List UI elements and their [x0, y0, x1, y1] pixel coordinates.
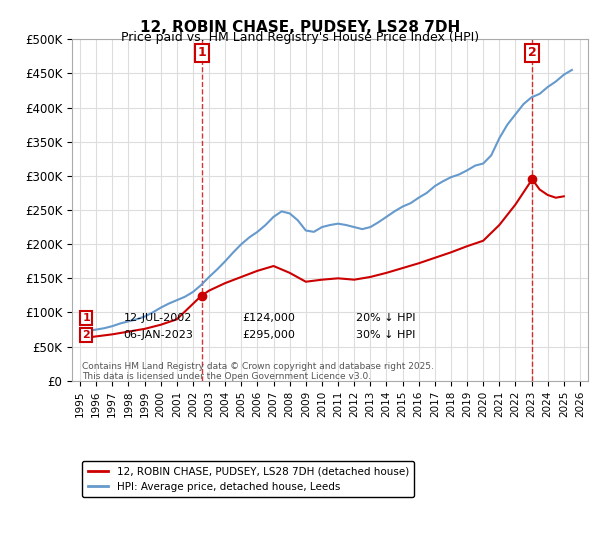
- Text: £124,000: £124,000: [242, 313, 295, 323]
- Text: 20% ↓ HPI: 20% ↓ HPI: [356, 313, 415, 323]
- Text: 1: 1: [197, 46, 206, 59]
- Text: 12, ROBIN CHASE, PUDSEY, LS28 7DH: 12, ROBIN CHASE, PUDSEY, LS28 7DH: [140, 20, 460, 35]
- Text: Contains HM Land Registry data © Crown copyright and database right 2025.
This d: Contains HM Land Registry data © Crown c…: [82, 362, 434, 381]
- Text: 06-JAN-2023: 06-JAN-2023: [124, 330, 193, 340]
- Legend: 12, ROBIN CHASE, PUDSEY, LS28 7DH (detached house), HPI: Average price, detached: 12, ROBIN CHASE, PUDSEY, LS28 7DH (detac…: [82, 461, 414, 497]
- Text: 2: 2: [82, 330, 90, 340]
- Text: 12-JUL-2002: 12-JUL-2002: [124, 313, 192, 323]
- Text: 30% ↓ HPI: 30% ↓ HPI: [356, 330, 415, 340]
- Text: 2: 2: [528, 46, 536, 59]
- Text: 1: 1: [82, 313, 90, 323]
- Text: Price paid vs. HM Land Registry's House Price Index (HPI): Price paid vs. HM Land Registry's House …: [121, 31, 479, 44]
- Text: £295,000: £295,000: [242, 330, 295, 340]
